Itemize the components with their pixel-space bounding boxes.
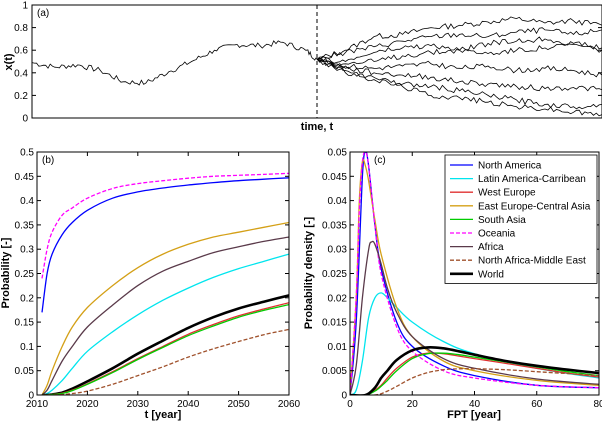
panel-b: (b) 2010 2020 2030 2040 2050 2060 0 0.05 0.1 0.15… — [0, 148, 301, 421]
panel-c-ytick-label: 0.025 — [322, 269, 347, 280]
panel-b-ytick-label: 0.3 — [20, 245, 34, 256]
panel-b-line-north-africa-middle-east — [41, 328, 289, 395]
panel-c-ytick-label: 0.02 — [328, 293, 348, 304]
panel-b-xtick-label: 2050 — [227, 399, 250, 410]
panel-b-xtick-label: 2030 — [127, 399, 150, 410]
panel-a-ytick-label: 0.6 — [14, 46, 28, 57]
panel-b-line-africa — [41, 236, 289, 395]
panel-a: (a) 0 0.2 0.4 0.6 0.8 1 time, t x(t) — [3, 1, 602, 133]
legend-label-oceania: Oceania — [478, 229, 516, 240]
panel-b-ytick-label: 0.45 — [15, 172, 35, 183]
panel-b-ytick-label: 0.25 — [15, 269, 35, 280]
legend-label-west-europe: West Europe — [478, 188, 536, 199]
panel-b-ytick-label: 0 — [28, 391, 34, 402]
panel-a-path-6 — [316, 58, 602, 92]
panel-b-ytick-label: 0.5 — [20, 148, 34, 159]
panel-c-line-africa — [350, 240, 599, 395]
panel-a-xlabel: time, t — [301, 121, 334, 133]
panel-b-ytick-label: 0.2 — [20, 293, 34, 304]
panel-c-xtick-label: 20 — [407, 399, 419, 410]
panel-c-line-north-africa-middle-east — [350, 368, 599, 395]
legend-label-north-africa-middle-east: North Africa-Middle East — [478, 256, 586, 267]
panel-c: (c) 0 20 40 60 80 0 0.005 0.01 0.015 0.02 0.025 0.0… — [303, 148, 602, 421]
panel-a-path-7 — [316, 58, 602, 110]
panel-c-xtick-label: 80 — [593, 399, 602, 410]
panel-c-label: (c) — [374, 155, 386, 166]
panel-c-xlabel: FPT [year] — [447, 409, 501, 421]
panel-c-ytick-label: 0.035 — [322, 220, 347, 231]
panel-c-xtick-label: 40 — [469, 399, 481, 410]
panel-b-ytick-label: 0.1 — [20, 342, 34, 353]
panel-c-xtick-label: 0 — [347, 399, 353, 410]
legend-label-north-america: North America — [478, 161, 542, 172]
panel-c-line-oceania — [350, 152, 599, 395]
panel-b-label: (b) — [42, 155, 54, 166]
panel-c-ytick-label: 0.04 — [328, 196, 348, 207]
panel-a-ytick-label: 0.2 — [14, 91, 28, 102]
panel-c-line-south-asia — [350, 352, 599, 395]
panel-a-path-5 — [316, 57, 602, 78]
panel-b-ytick-label: 0.35 — [15, 220, 35, 231]
legend-label-south-asia: South Asia — [478, 215, 526, 226]
panel-c-ylabel: Probability density [-] — [303, 216, 315, 329]
legend-label-latin-america-carribean: Latin America-Carribean — [478, 174, 586, 185]
panel-c-ytick-label: 0.045 — [322, 172, 347, 183]
panel-b-ytick-label: 0.15 — [15, 318, 35, 329]
panel-c-xtick-label: 60 — [531, 399, 543, 410]
legend-label-east-europe-central-asia: East Europe-Central Asia — [478, 201, 591, 212]
panel-b-ytick-label: 0.05 — [15, 366, 35, 377]
panel-c-ytick-label: 0.005 — [322, 366, 347, 377]
panel-c-line-world — [350, 345, 599, 395]
panel-c-line-west-europe — [350, 352, 599, 395]
legend-label-world: World — [478, 269, 504, 280]
panel-b-line-east-europe-central-asia — [41, 221, 289, 395]
panel-a-ylabel: x(t) — [3, 53, 15, 70]
panel-c-ytick-label: 0 — [341, 391, 347, 402]
panel-b-xtick-label: 2060 — [278, 399, 301, 410]
panel-b-ylabel: Probability [-] — [0, 237, 12, 308]
panel-c-ytick-label: 0.05 — [328, 148, 348, 159]
panel-c-ytick-label: 0.015 — [322, 318, 347, 329]
panel-c-ytick-label: 0.01 — [328, 342, 348, 353]
panel-a-ytick-label: 0.8 — [14, 23, 28, 34]
panel-a-path-2 — [316, 27, 602, 60]
panel-a-ytick-label: 0 — [22, 114, 28, 125]
panel-c-legend: North America Latin America-Carribean West… — [444, 154, 598, 284]
panel-b-line-latin-america-carribean — [41, 253, 289, 395]
panel-c-ytick-label: 0.03 — [328, 245, 348, 256]
panel-a-path-8 — [316, 58, 602, 117]
panel-b-xtick-label: 2020 — [76, 399, 99, 410]
panel-b-xtick-label: 2040 — [177, 399, 200, 410]
panel-b-line-north-america — [41, 177, 289, 313]
panel-a-path-4 — [316, 43, 602, 67]
panel-b-xtick-label: 2010 — [26, 399, 49, 410]
panel-a-history-path — [31, 40, 318, 86]
legend-label-africa: Africa — [478, 242, 504, 253]
panel-a-label: (a) — [37, 8, 49, 19]
panel-b-xlabel: t [year] — [145, 409, 182, 421]
panel-a-ytick-label: 1 — [22, 1, 28, 12]
panel-b-line-south-asia — [42, 303, 289, 395]
panel-b-ytick-label: 0.4 — [20, 196, 34, 207]
panel-b-line-oceania — [41, 172, 289, 279]
panel-a-ytick-label: 0.4 — [14, 68, 28, 79]
panel-a-path-1 — [316, 16, 602, 60]
